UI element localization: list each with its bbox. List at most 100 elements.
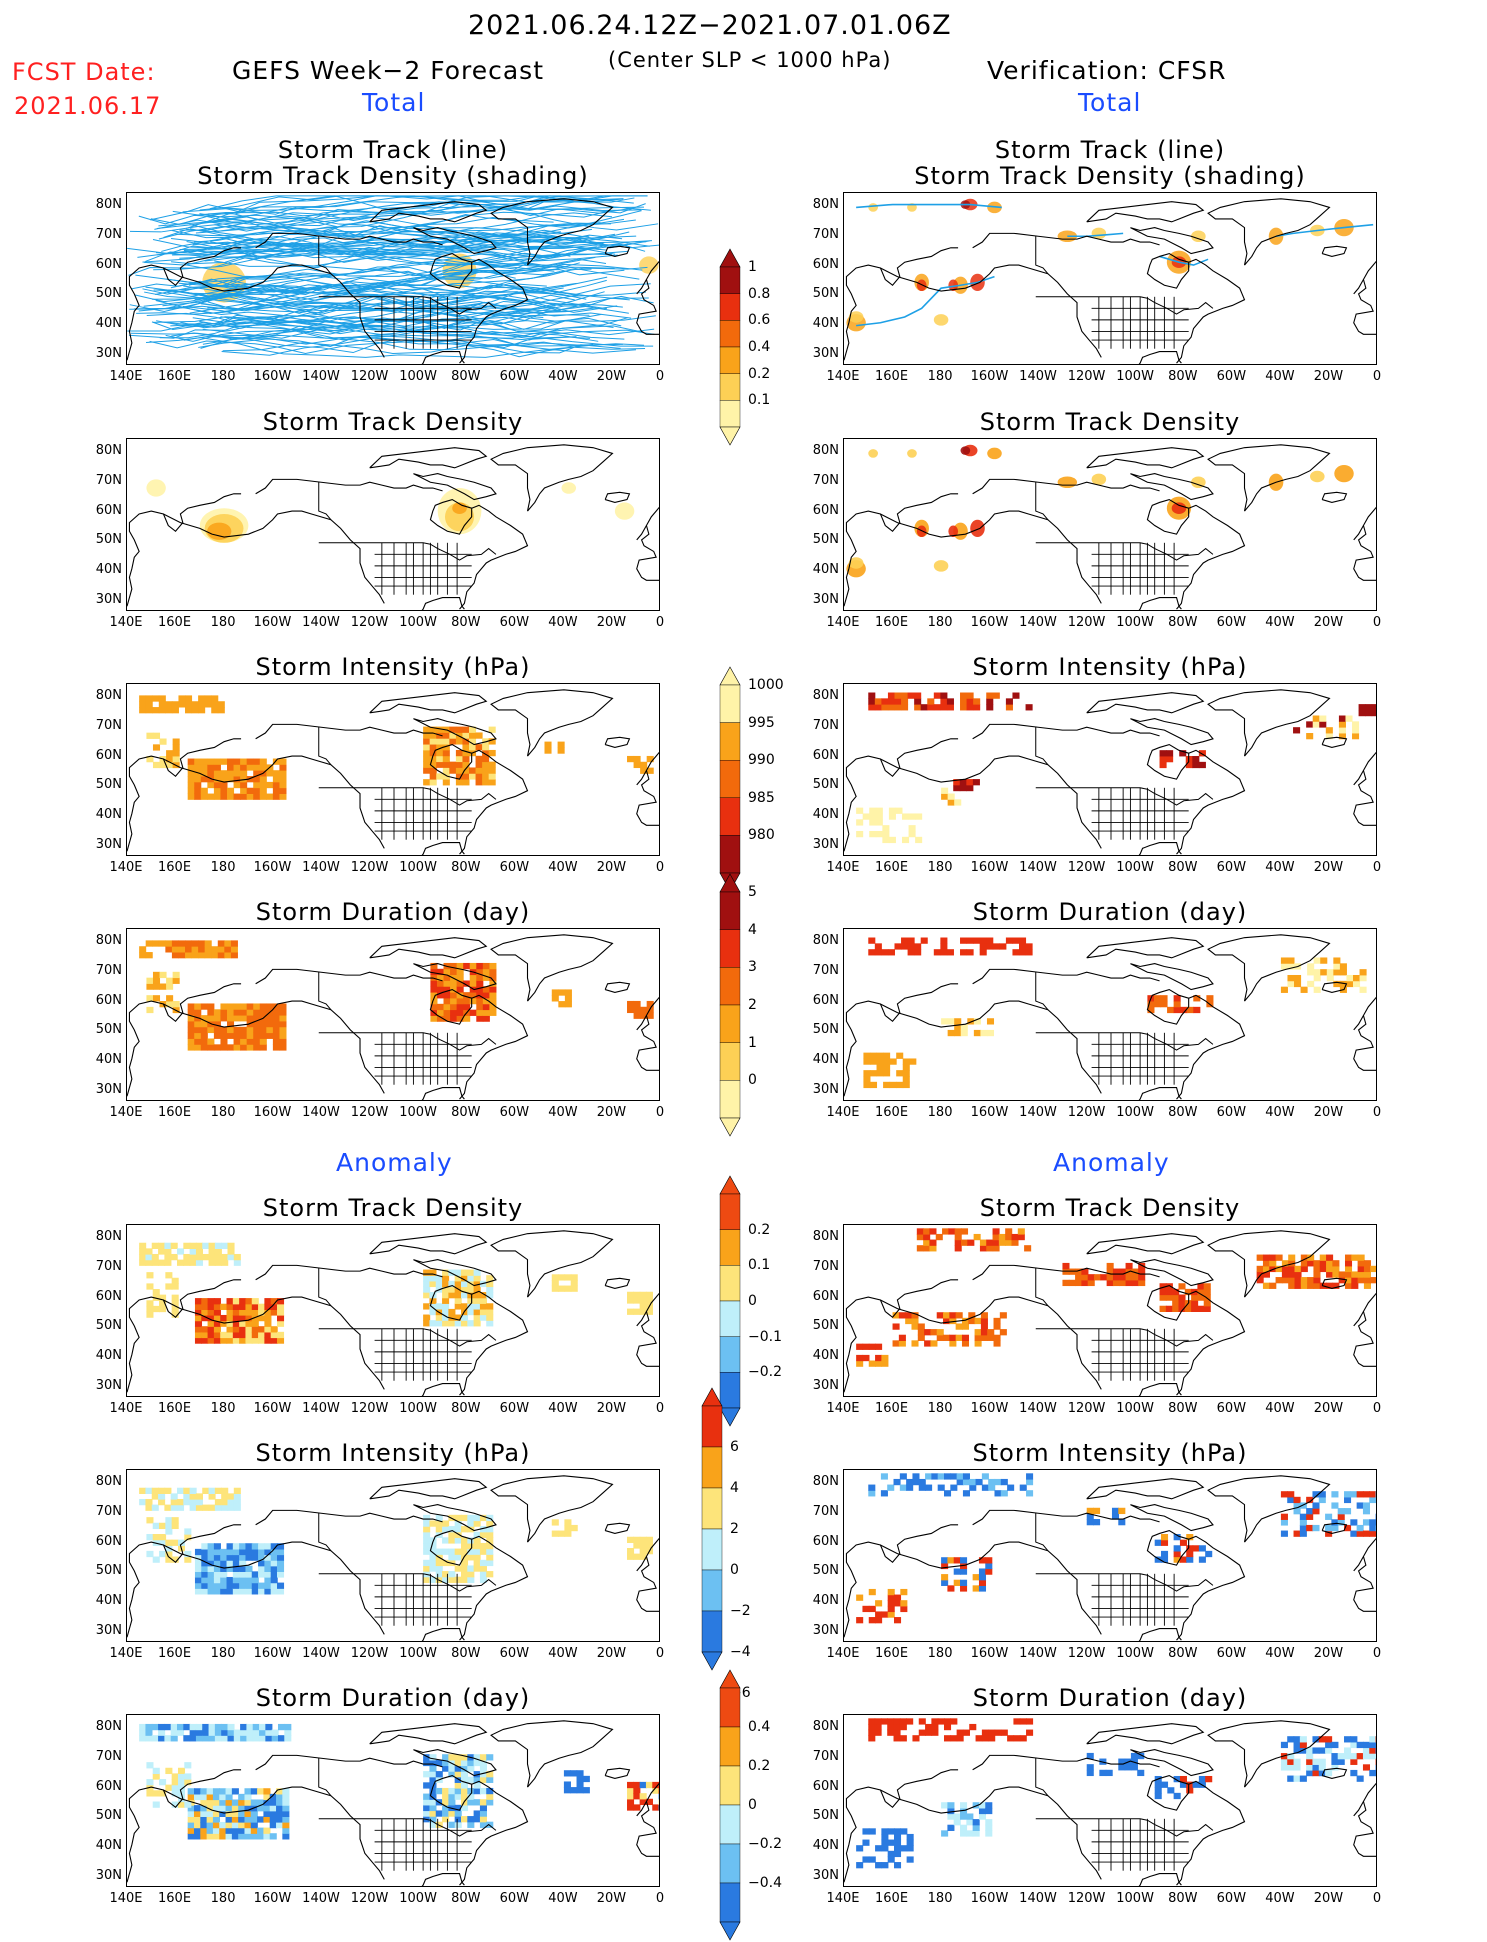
grid-cell: [1167, 1007, 1174, 1013]
grid-cell: [209, 1248, 216, 1254]
lon-tick-label: 160E: [874, 615, 910, 630]
grid-cell: [201, 788, 208, 794]
grid-cell: [198, 946, 205, 952]
grid-cell: [1193, 1007, 1200, 1013]
grid-cell: [247, 764, 254, 770]
grid-cell: [442, 1754, 449, 1760]
grid-cell: [923, 1234, 930, 1240]
grid-cell: [443, 767, 450, 773]
grid-cell: [1312, 1770, 1319, 1776]
lat-tick-label: 30N: [88, 837, 122, 852]
grid-cell: [215, 1488, 222, 1494]
lat-tick-label: 80N: [805, 1719, 839, 1734]
grid-cell: [207, 759, 214, 765]
grid-cell: [1326, 1260, 1333, 1266]
grid-cell: [423, 1275, 430, 1281]
grid-cell: [153, 1289, 160, 1295]
grid-cell: [153, 1534, 160, 1540]
grid-cell: [1087, 1519, 1094, 1525]
gridded-values: [856, 1718, 1377, 1868]
lon-tick-label: 140W: [302, 615, 338, 630]
lon-tick-label: 80W: [1165, 369, 1201, 384]
lat-tick-label: 60N: [88, 257, 122, 272]
grid-cell: [423, 1292, 430, 1298]
grid-cell: [1312, 1747, 1319, 1753]
grid-cell: [868, 949, 875, 955]
grid-cell: [448, 1549, 455, 1555]
grid-cell: [1106, 1770, 1113, 1776]
lon-tick-label: 80W: [448, 860, 484, 875]
grid-cell: [234, 1499, 241, 1505]
grid-cell: [208, 1326, 215, 1332]
lon-tick-label: 0: [642, 1105, 678, 1120]
lat-tick-label: 40N: [805, 1348, 839, 1363]
lat-tick-label: 40N: [805, 1838, 839, 1853]
grid-cell: [264, 1326, 271, 1332]
grid-cell: [253, 1009, 260, 1015]
grid-cell: [264, 1571, 271, 1577]
grid-cell: [240, 1044, 247, 1050]
grid-cell: [994, 1335, 1001, 1341]
grid-cell: [215, 1730, 222, 1736]
grid-cell: [483, 1004, 490, 1010]
colorbar-label: −0.1: [748, 1329, 782, 1345]
grid-cell: [1281, 987, 1288, 993]
grid-cell: [188, 782, 195, 788]
grid-cell: [894, 1724, 901, 1730]
grid-cell: [1126, 1263, 1133, 1269]
grid-cell: [436, 1560, 443, 1566]
grid-cell: [1300, 1514, 1307, 1520]
lon-tick-label: 20W: [593, 615, 629, 630]
lon-tick-label: 120W: [351, 1105, 387, 1120]
grid-cell: [552, 1519, 559, 1525]
lon-tick-label: 180: [922, 1891, 958, 1906]
grid-cell: [925, 1473, 932, 1479]
grid-cell: [214, 1304, 221, 1310]
grid-cell: [999, 943, 1006, 949]
grid-cell: [219, 1788, 226, 1794]
grid-cell: [173, 978, 180, 984]
grid-cell: [177, 1248, 184, 1254]
grid-cell: [1369, 1491, 1376, 1497]
grid-cell: [973, 779, 980, 785]
grid-cell: [918, 1323, 925, 1329]
grid-cell: [467, 1298, 474, 1304]
grid-cell: [1204, 1289, 1211, 1295]
grid-cell: [264, 1304, 271, 1310]
grid-cell: [900, 1735, 907, 1741]
grid-cell: [455, 1537, 462, 1543]
grid-cell: [914, 704, 921, 710]
grid-cell: [207, 1811, 214, 1817]
grid-cell: [220, 1009, 227, 1015]
grid-cell: [467, 1799, 474, 1805]
grid-cell: [900, 1845, 907, 1851]
grid-cell: [158, 1248, 165, 1254]
grid-cell: [192, 701, 199, 707]
grid-cell: [900, 1606, 907, 1612]
lon-tick-label: 40W: [1262, 860, 1298, 875]
lat-tick-label: 30N: [805, 1623, 839, 1638]
grid-cell: [486, 1799, 493, 1805]
lon-tick-label: 60W: [496, 615, 532, 630]
grid-cell: [188, 1816, 195, 1822]
lon-tick-label: 120W: [351, 1401, 387, 1416]
grid-cell: [221, 1499, 228, 1505]
grid-cell: [220, 1332, 227, 1338]
colorbar-label: 0: [730, 1562, 739, 1578]
grid-cell: [195, 1583, 202, 1589]
grid-cell: [888, 1856, 895, 1862]
grid-cell: [973, 1585, 980, 1591]
grid-cell: [941, 1580, 948, 1586]
grid-cell: [938, 1473, 945, 1479]
grid-cell: [1351, 1277, 1358, 1283]
grid-cell: [960, 1585, 967, 1591]
grid-cell: [993, 1245, 1000, 1251]
grid-cell: [153, 972, 160, 978]
grid-cell: [954, 1580, 961, 1586]
lon-tick-label: 140E: [825, 1401, 861, 1416]
grid-cell: [213, 1822, 220, 1828]
grid-cell: [145, 1254, 152, 1260]
grid-cell: [195, 1588, 202, 1594]
grid-cell: [209, 1735, 216, 1741]
grid-cell: [430, 744, 437, 750]
